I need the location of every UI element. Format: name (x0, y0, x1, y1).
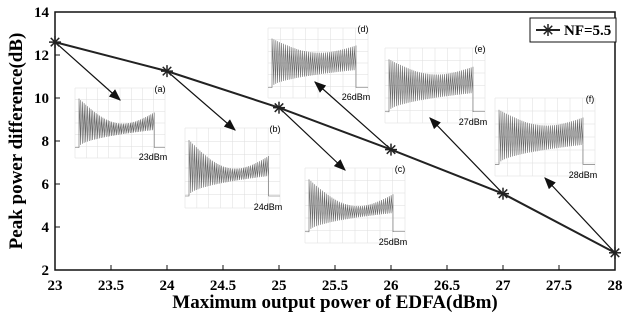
inset-label: (a) (155, 84, 166, 94)
x-tick-label: 23.5 (98, 278, 124, 294)
x-tick-label: 25.5 (322, 278, 348, 294)
x-tick-label: 27.5 (546, 278, 572, 294)
chart: Maximum output power of EDFA(dBm) Peak p… (0, 0, 625, 322)
x-tick-label: 27 (496, 278, 512, 294)
arrow (545, 178, 615, 253)
inset-power: 24dBm (254, 202, 283, 212)
y-tick-label: 4 (42, 220, 50, 236)
point-marker (497, 188, 509, 200)
legend-label: NF=5.5 (564, 23, 611, 39)
inset-power: 26dBm (342, 92, 371, 102)
inset-power: 23dBm (139, 152, 168, 162)
x-tick-label: 23 (48, 278, 63, 294)
inset-label: (c) (395, 164, 406, 174)
y-tick-label: 6 (42, 177, 50, 193)
inset-label: (f) (586, 94, 595, 104)
point-marker (609, 247, 621, 259)
inset-spectrum (495, 98, 595, 176)
point-marker (49, 36, 61, 48)
inset-power: 25dBm (379, 237, 408, 247)
y-axis-title: Peak power difference(dB) (6, 33, 27, 250)
y-tick-label: 14 (34, 5, 50, 21)
point-marker (273, 102, 285, 114)
point-marker (385, 144, 397, 156)
x-axis-title: Maximum output power of EDFA(dBm) (172, 292, 497, 313)
x-tick-label: 26 (384, 278, 400, 294)
x-tick-label: 24.5 (210, 278, 236, 294)
arrow (430, 118, 503, 194)
inset-label: (d) (358, 24, 369, 34)
x-tick-label: 26.5 (434, 278, 460, 294)
arrow (167, 71, 235, 130)
inset-power: 27dBm (459, 117, 488, 127)
y-tick-label: 8 (42, 134, 50, 150)
inset-power: 28dBm (569, 170, 598, 180)
y-tick-label: 2 (42, 263, 50, 279)
x-tick-label: 24 (160, 278, 176, 294)
y-tick-label: 12 (34, 48, 49, 64)
arrow (279, 108, 345, 170)
inset-spectrum (305, 168, 405, 243)
inset-spectrum (75, 88, 165, 158)
inset-spectrum (185, 128, 280, 208)
inset-spectrum (268, 28, 368, 98)
point-marker (161, 65, 173, 77)
inset-label: (b) (270, 124, 281, 134)
inset-spectrum (385, 48, 485, 123)
y-tick-label: 10 (34, 91, 49, 107)
inset-label: (e) (475, 44, 486, 54)
x-tick-label: 28 (608, 278, 623, 294)
x-tick-label: 25 (272, 278, 287, 294)
